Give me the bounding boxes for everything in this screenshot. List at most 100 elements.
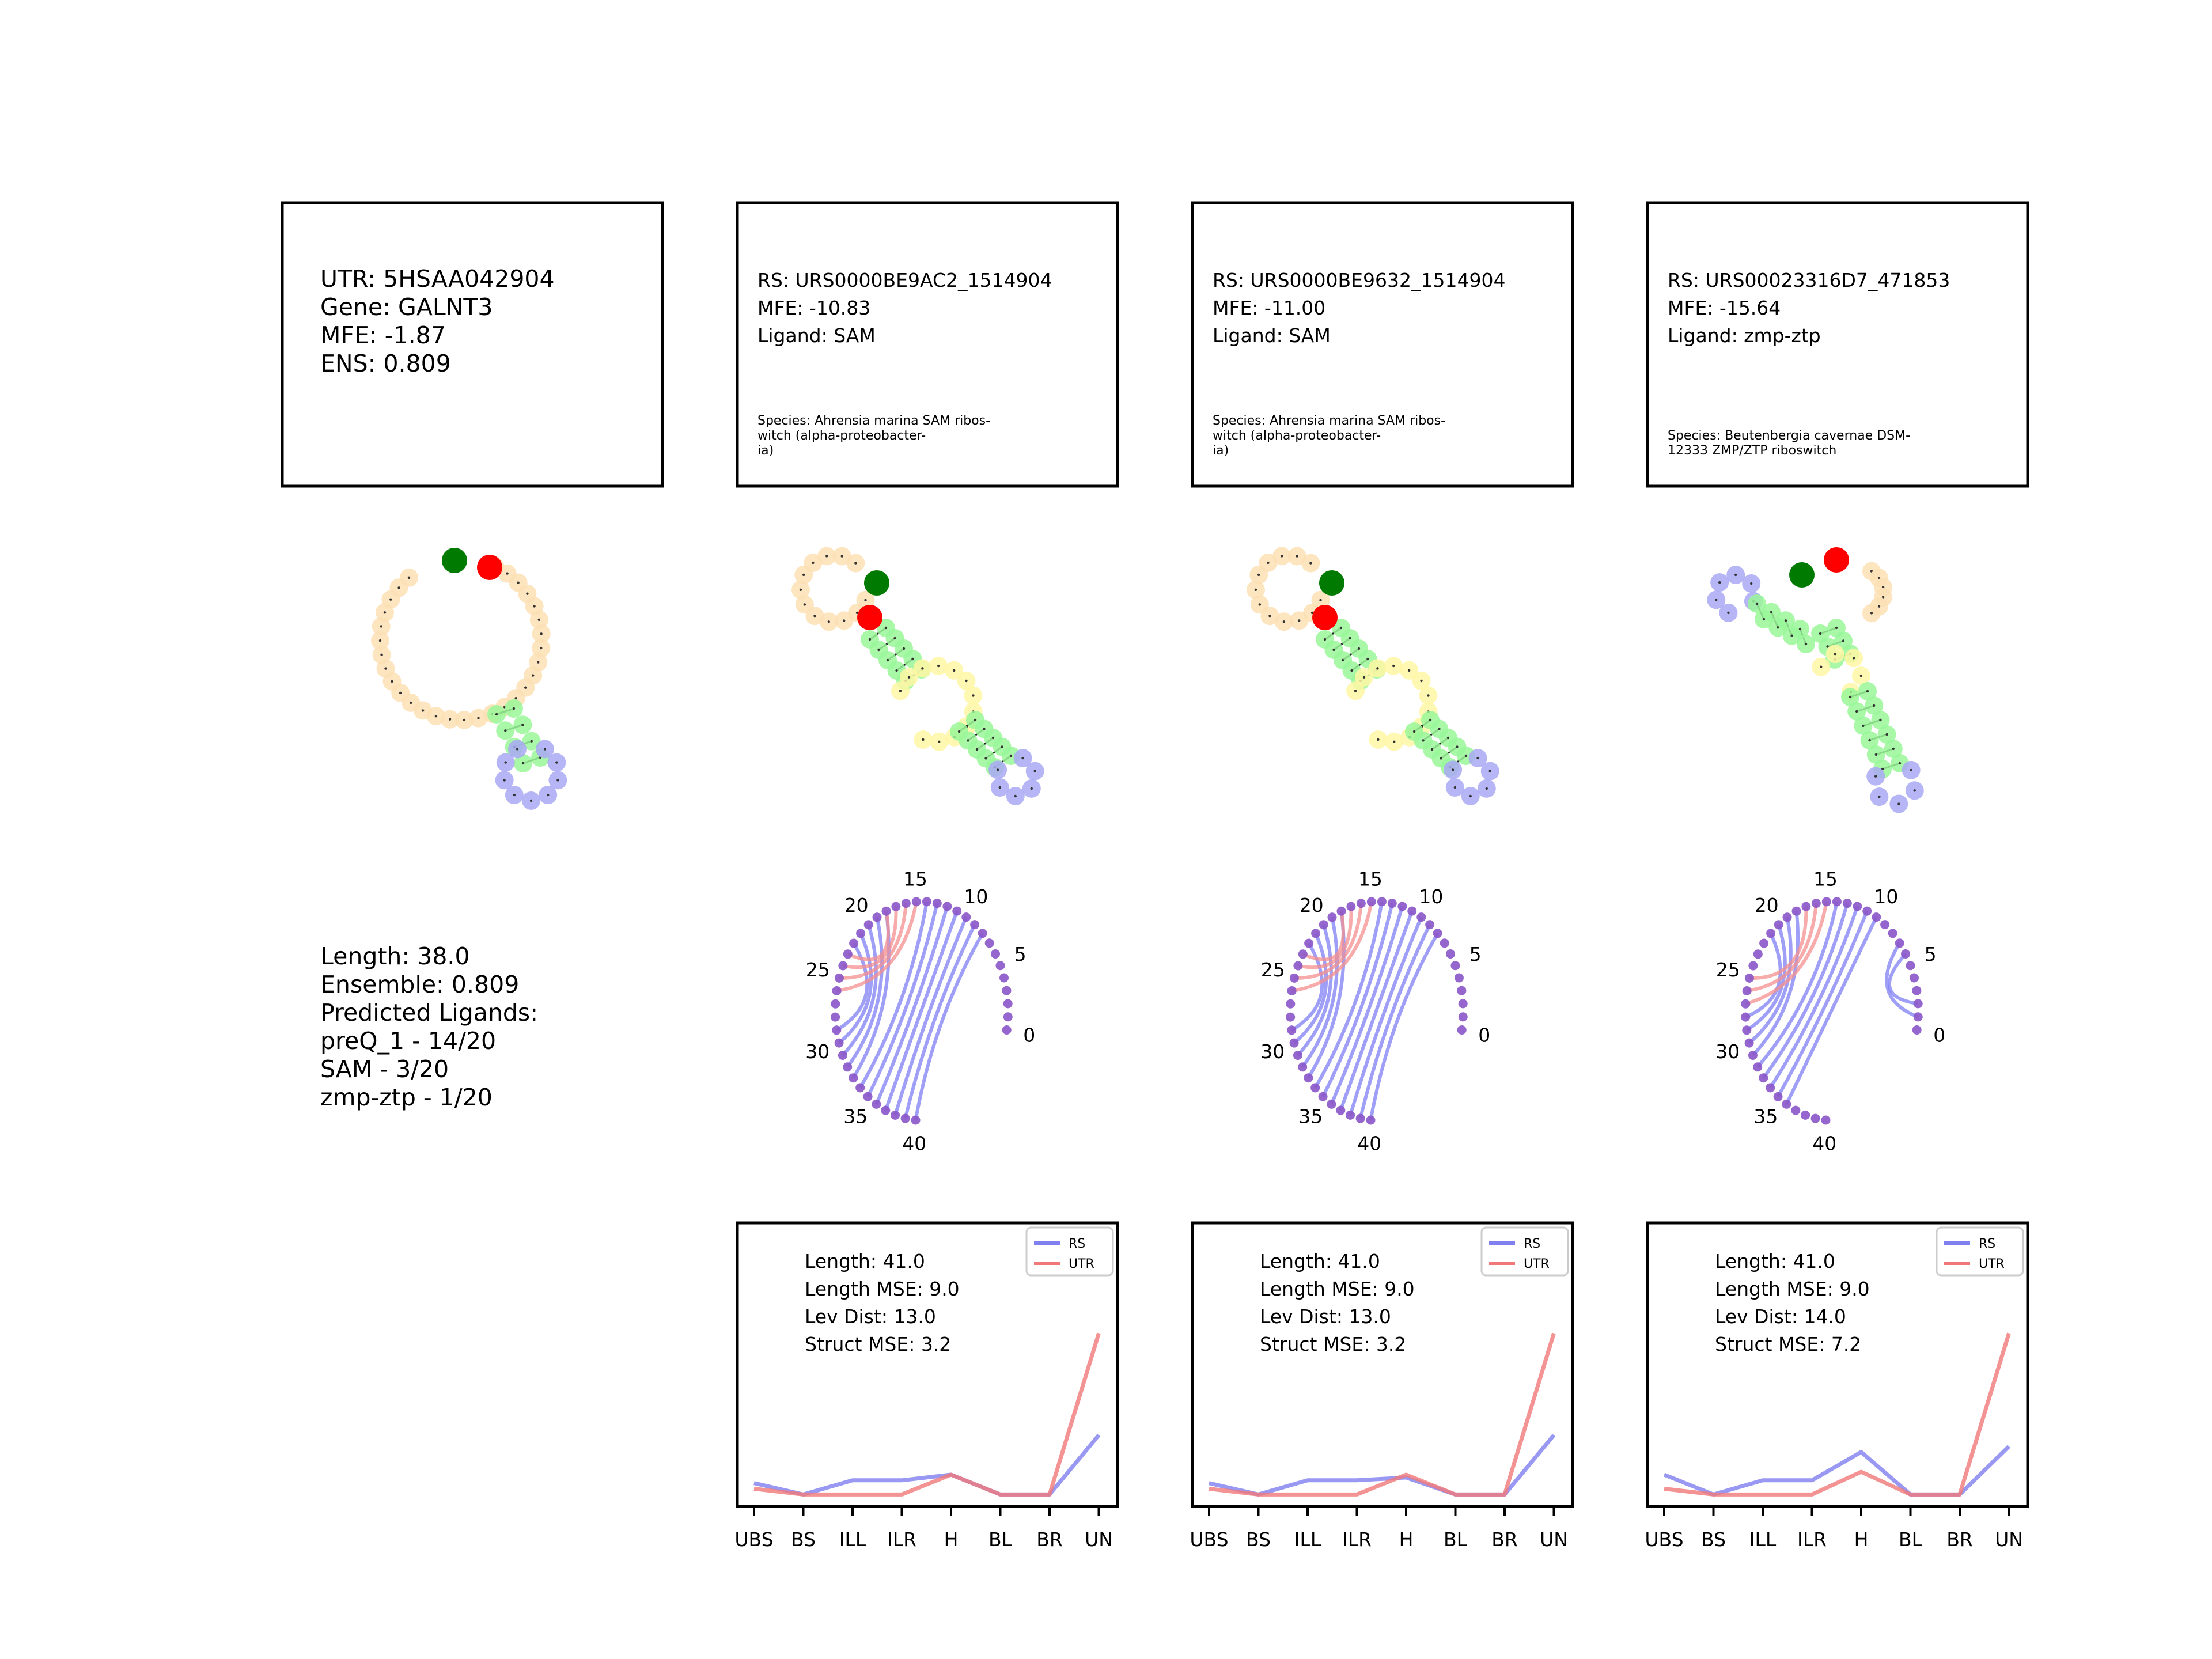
arc-rs3-rs-arc xyxy=(1888,953,1919,1006)
chart-rs1-x-tick-label: ILR xyxy=(887,1528,916,1551)
rs2-structure-diagram xyxy=(1247,547,1499,805)
utr-ligand-2: SAM - 3/20 xyxy=(320,1055,449,1083)
arc-rs2-rs-arc xyxy=(1296,924,1333,1057)
rs2-legend: RS UTR xyxy=(1480,1226,1569,1277)
struct-rs1-loop-nucleotide-center xyxy=(802,573,805,577)
struct-rs2-interior-loop-nucleotide-center xyxy=(1427,694,1430,697)
arc-rs2-utr-arc xyxy=(1291,901,1373,993)
arc-rs3-position-node xyxy=(1906,961,1915,971)
arc-rs2-position-label: 30 xyxy=(1260,1040,1285,1063)
arc-rs2-position-node xyxy=(1440,938,1449,948)
end-marker xyxy=(1312,605,1338,630)
arc-rs1-rs-arc xyxy=(893,916,968,1116)
arc-rs2-position-node xyxy=(1298,1062,1308,1072)
rs1-length-mse: Length MSE: 9.0 xyxy=(805,1278,960,1300)
rs3-legend-utr: UTR xyxy=(1979,1257,2005,1271)
struct-rs2-stem2-nucleotide-center xyxy=(1464,754,1468,757)
arc-rs2-position-node xyxy=(1397,902,1407,911)
utr-loop-nucleotide-center xyxy=(477,717,480,719)
arc-rs2-position-label: 20 xyxy=(1300,894,1324,916)
rs3-stem-lower-nucleotide-center xyxy=(1862,724,1865,728)
struct-rs1-loop-nucleotide-center xyxy=(827,620,831,623)
rs3-length: Length: 41.0 xyxy=(1715,1250,1835,1272)
rs3-stem-lower-nucleotide-center xyxy=(1855,710,1858,713)
rs3-hairpin-left-nucleotide-center xyxy=(1727,611,1730,615)
rs1-legend-utr: UTR xyxy=(1069,1257,1094,1271)
rs2-struct-mse: Struct MSE: 3.2 xyxy=(1260,1333,1406,1355)
arc-rs1-position-node xyxy=(849,938,859,948)
struct-rs1-loop-nucleotide-center xyxy=(825,555,828,558)
struct-rs1-loop-nucleotide-center xyxy=(813,615,816,618)
utr-stem-nucleotide-center xyxy=(512,707,516,710)
arc-rs2-position-node xyxy=(1286,999,1296,1009)
rs3-stem-mid-nucleotide-center xyxy=(1826,645,1829,648)
arc-rs2-position-node xyxy=(1425,920,1435,930)
arc-rs1-position-label: 40 xyxy=(902,1132,926,1155)
arc-rs1-position-label: 25 xyxy=(806,959,830,981)
arc-rs3-position-node xyxy=(1773,1092,1783,1101)
struct-rs1-loop-nucleotide-center xyxy=(799,588,802,591)
arc-rs3-position-node xyxy=(1748,961,1758,971)
struct-rs1-stem-nucleotide-center xyxy=(877,648,880,652)
arc-rs2-rs-arc xyxy=(1313,901,1384,1089)
chart-rs3-rs-series xyxy=(1663,1445,2010,1497)
chart-rs1-x-tick-label: BS xyxy=(791,1528,816,1551)
utr-hairpin-nucleotide-center xyxy=(555,761,558,764)
arc-rs1-position-node xyxy=(891,902,901,911)
arc-rs2-rs-arc xyxy=(1349,916,1423,1116)
rs3-stem-lower-nucleotide-center xyxy=(1868,738,1871,742)
struct-rs2-stem-nucleotide-center xyxy=(1323,638,1327,641)
struct-rs1-loop-nucleotide-center xyxy=(840,555,843,558)
arc-rs1-position-node xyxy=(831,999,840,1009)
arc-rs1-position-node xyxy=(1003,1012,1013,1022)
utr-loop-nucleotide-center xyxy=(540,632,543,635)
arc-rs3-position-node xyxy=(1741,1012,1751,1022)
arc-rs1-position-node xyxy=(1003,999,1013,1009)
arc-rs2-rs-arc xyxy=(1330,906,1404,1105)
arc-rs3-utr-arc xyxy=(1745,901,1828,1006)
arc-rs2-position-node xyxy=(1446,949,1455,959)
arc-rs3-rs-arc xyxy=(1768,906,1859,1089)
struct-rs1-stem-nucleotide-center xyxy=(895,669,898,672)
arc-rs1-position-node xyxy=(932,899,942,908)
arc-rs3-position-label: 15 xyxy=(1813,868,1838,890)
rs1-profile-chart: Length: 41.0 Length MSE: 9.0 Lev Dist: 1… xyxy=(734,1221,1119,1551)
struct-rs1-stem-nucleotide-center xyxy=(884,626,888,630)
arc-rs3-rs-arc xyxy=(1776,910,1869,1098)
struct-rs2-loop-nucleotide-center xyxy=(1257,573,1260,577)
arc-rs3-position-node xyxy=(1901,949,1910,959)
arc-rs1-position-node xyxy=(922,897,931,907)
chart-rs1-x-tick-label: BR xyxy=(1036,1528,1063,1551)
chart-rs3-x-tick-label: UN xyxy=(1995,1528,2023,1551)
arc-rs3-position-node xyxy=(1744,973,1754,983)
arc-rs1-position-node xyxy=(984,938,994,948)
rs3-arc-diagram: 0 5 10 15 20 25 30 35 40 xyxy=(1715,868,1945,1154)
struct-rs1-stem-nucleotide-center xyxy=(902,647,906,650)
struct-rs1-stem2-nucleotide-center xyxy=(1001,745,1003,748)
struct-rs1-loop-nucleotide-center xyxy=(812,561,815,565)
utr-loop-nucleotide-center xyxy=(517,581,520,584)
arc-rs3-position-node xyxy=(1744,1038,1754,1048)
struct-rs2-stem2-nucleotide-center xyxy=(1438,728,1441,730)
struct-rs1-stem2-nucleotide-center xyxy=(1009,754,1013,757)
rs3-legend-rs: RS xyxy=(1979,1237,1995,1251)
struct-rs2-stem2-nucleotide-center xyxy=(1456,745,1459,748)
arc-rs1-position-node xyxy=(832,986,842,995)
utr-loop-nucleotide-center xyxy=(537,618,540,622)
rs1-species-1: Species: Ahrensia marina SAM ribos- xyxy=(757,414,990,428)
arc-rs2-position-node xyxy=(1287,1025,1297,1035)
chart-rs2-x-tick-label: BS xyxy=(1246,1528,1271,1551)
arc-rs2-position-node xyxy=(1457,1025,1467,1035)
arc-rs1-position-node xyxy=(942,902,952,911)
rs2-species-3: ia) xyxy=(1213,444,1229,458)
struct-rs1-interior-loop-nucleotide-center xyxy=(938,740,941,744)
struct-rs1-stem2-nucleotide-center xyxy=(975,748,979,751)
arc-rs3-position-node xyxy=(1880,920,1890,930)
arc-rs1-position-node xyxy=(991,949,1000,959)
utr-ligand-1: preQ_1 - 14/20 xyxy=(320,1027,496,1055)
arc-rs2-position-node xyxy=(1433,929,1442,938)
struct-rs2-stem2-nucleotide-center xyxy=(1440,757,1442,760)
arc-rs1-utr-arc xyxy=(836,901,918,993)
struct-rs1-loop-nucleotide-center xyxy=(855,611,859,615)
arc-rs1-position-node xyxy=(1002,1025,1012,1035)
